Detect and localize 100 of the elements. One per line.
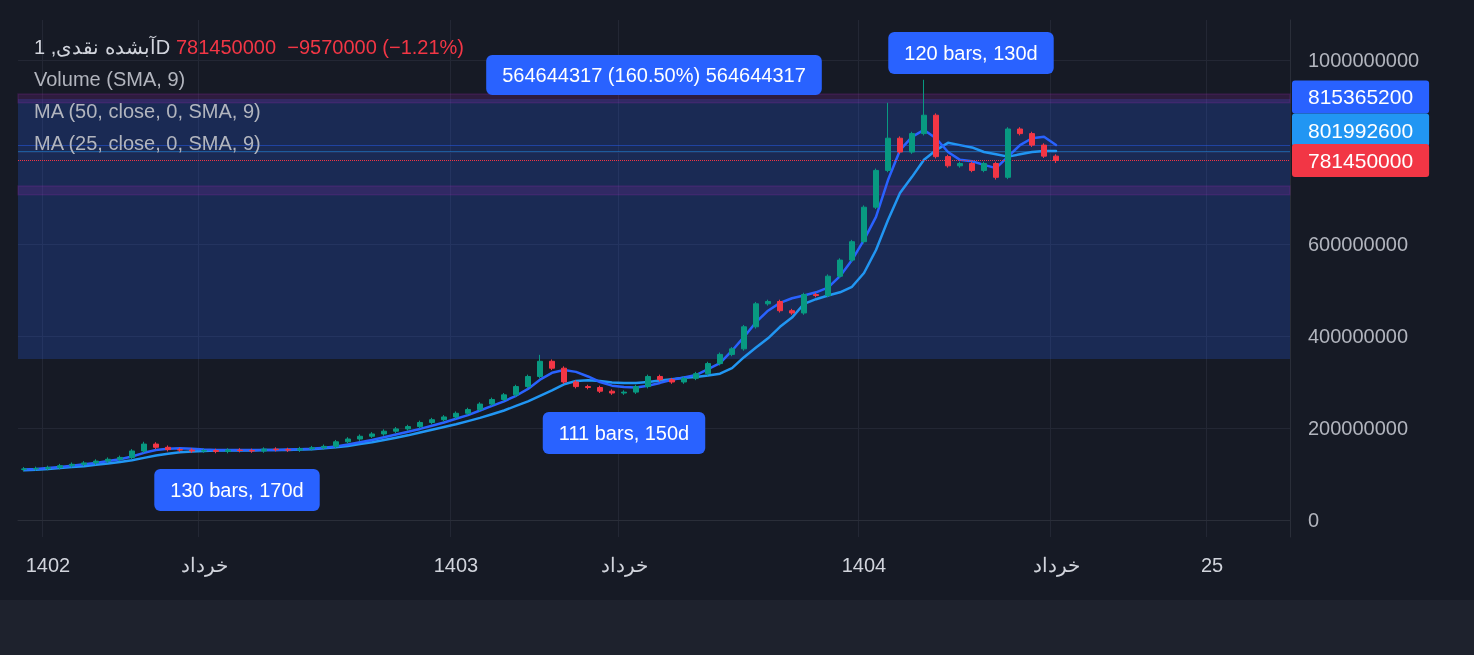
candlestick [933,112,939,159]
candlestick [345,436,351,445]
ref-line-label: 801992600 [1308,118,1414,142]
candlestick [1029,131,1035,148]
candlestick [849,239,855,263]
annotation: آبشده نقدی, 1D [34,35,171,58]
candlestick [285,447,291,453]
candlestick [669,377,675,385]
candlestick [117,455,123,462]
candlestick [1017,126,1023,136]
candlestick [261,446,267,454]
candlestick [729,346,735,357]
candlestick [393,426,399,434]
candlestick [297,446,303,453]
candlestick [93,458,99,466]
candlestick [981,161,987,173]
y-tick-label: 1000000000 [1308,49,1420,72]
candlestick [45,465,51,471]
x-tick-label: خرداد [180,554,228,577]
candlestick [873,168,879,210]
candlestick [501,392,507,402]
candlestick [549,358,555,371]
candlestick [1041,142,1047,159]
candlestick [105,456,111,464]
annotation: MA (50, close, 0, SMA, 9) [34,100,261,122]
candlestick [213,448,219,454]
candlestick [861,204,867,245]
candlestick [489,397,495,407]
candlestick [441,414,447,423]
candlestick [777,299,783,314]
candlestick [597,385,603,394]
candlestick [837,257,843,279]
candlestick [201,448,207,454]
band-label: 564644317 (160.50%) 564644317 [502,64,806,87]
annotation: 120 bars, 130d [904,42,1038,64]
candlestick [225,447,231,454]
x-tick-label: خرداد [1032,554,1080,577]
candlestick [753,301,759,330]
x-tick-label: 1403 [433,554,479,576]
y-tick-label: 400000000 [1308,325,1409,347]
annotation: 130 bars, 170d [170,479,304,501]
candlestick [645,374,651,389]
candlestick [369,431,375,439]
x-tick-label: 1402 [25,554,71,576]
candlestick [825,273,831,298]
y-tick-label: 200000000 [1308,416,1409,439]
candlestick [237,447,243,453]
candlestick [633,384,639,395]
x-tick-label: 1404 [841,554,887,576]
candlestick [81,460,87,467]
candlestick [1005,126,1011,180]
candlestick [657,374,663,383]
candlestick [321,444,327,451]
candlestick [909,131,915,155]
y-tick-label: 0 [1308,508,1320,531]
candlestick [189,447,195,454]
candlestick [693,371,699,381]
ref-line-label: 781450000 [1308,149,1414,173]
candlestick [333,439,339,449]
candlestick [33,466,39,472]
candlestick [957,161,963,169]
candlestick [561,365,567,385]
candlestick [621,389,627,396]
candlestick [897,135,903,155]
candlestick [537,354,543,379]
candlestick [405,424,411,432]
candlestick [309,445,315,452]
candlestick [813,292,819,298]
candlestick [249,448,255,454]
y-tick-label: 600000000 [1308,233,1409,255]
candlestick [273,446,279,452]
candlestick [513,384,519,398]
candlestick [357,433,363,442]
candlestick [789,308,795,316]
candlestick [681,375,687,385]
candlestick [453,410,459,420]
candlestick [153,441,159,450]
ref-line-label: 815365200 [1308,85,1414,109]
candlestick [741,324,747,352]
candlestick [609,388,615,396]
candlestick [525,374,531,389]
candlestick [477,401,483,412]
candlestick [705,361,711,377]
candlestick [717,352,723,366]
candlestick [921,79,927,136]
candlestick [165,444,171,452]
candlestick [801,292,807,316]
candlestick [993,161,999,181]
x-tick-label: خرداد [600,554,648,577]
annotation: 111 bars, 150d [558,422,690,444]
annotation: Volume (SMA, 9) [34,68,186,90]
candlestick [417,420,423,429]
candlestick [885,102,891,173]
candlestick [585,384,591,390]
candlestick [141,441,147,454]
candlestick [969,161,975,173]
annotation: 781450000 −9570000 (−1.21%) [176,36,465,58]
candlestick [381,428,387,437]
candlestick [465,407,471,416]
candlestick [177,447,183,453]
